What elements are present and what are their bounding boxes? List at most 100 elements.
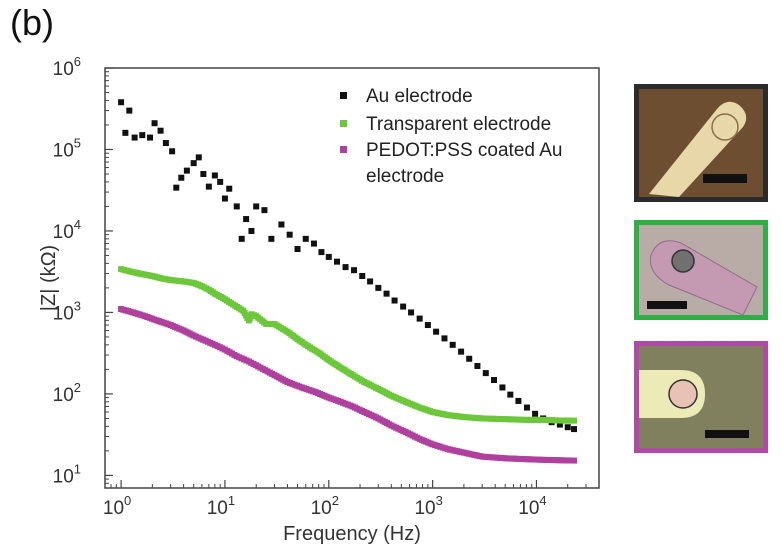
data-point [441, 335, 448, 342]
au-electrode-photo [634, 84, 768, 202]
series-1 [118, 266, 578, 424]
data-point [367, 278, 374, 285]
data-point [173, 184, 180, 191]
series-layer [118, 99, 578, 464]
data-point [433, 328, 440, 335]
au-electrode-micrograph-icon [639, 89, 763, 197]
y-tick-base: 10 [53, 466, 74, 487]
legend-label: Transparent electrode [366, 114, 551, 135]
y-axis-title: |Z| (kΩ) [38, 245, 60, 311]
plot-frame [104, 67, 600, 489]
x-tick-base: 10 [311, 498, 332, 519]
y-tick-base: 10 [53, 59, 74, 80]
data-point [205, 183, 212, 190]
data-point [342, 264, 349, 271]
data-point [351, 267, 358, 274]
data-point [458, 348, 465, 355]
data-point [424, 322, 431, 329]
data-point [253, 203, 260, 210]
data-point [178, 174, 185, 181]
y-tick-base: 10 [53, 385, 74, 406]
x-tick-label: 102 [311, 493, 339, 519]
data-point [183, 167, 190, 174]
series-2 [118, 306, 578, 464]
data-point [491, 377, 498, 384]
data-point [515, 397, 522, 404]
y-tick-exponent: 1 [74, 461, 81, 476]
legend-marker [340, 146, 347, 153]
y-tick-base: 10 [53, 303, 74, 324]
x-tick-exponent: 1 [228, 493, 235, 508]
data-point [118, 99, 125, 106]
data-point [532, 410, 539, 417]
data-point [221, 195, 228, 202]
data-point [416, 315, 423, 322]
data-point [564, 424, 571, 431]
x-tick-label: 101 [207, 493, 235, 519]
data-point [211, 172, 218, 179]
data-point [383, 290, 390, 297]
data-point [556, 421, 563, 428]
data-point [243, 216, 250, 223]
data-point [278, 221, 285, 228]
y-tick-exponent: 2 [74, 380, 81, 395]
data-point [507, 391, 514, 398]
data-point [375, 284, 382, 291]
data-point [391, 297, 398, 304]
x-tick-exponent: 2 [332, 493, 339, 508]
data-point [571, 426, 578, 433]
x-tick-base: 10 [518, 498, 539, 519]
data-point [571, 417, 578, 424]
data-point [248, 227, 255, 234]
x-tick-label: 103 [414, 493, 442, 519]
data-point [325, 253, 332, 260]
y-tick-label: 101 [53, 461, 81, 487]
panel-label: (b) [10, 2, 54, 43]
legend: Au electrode Transparent electrode PEDOT:P… [340, 86, 562, 187]
data-point [268, 235, 275, 242]
y-tick-label: 106 [53, 54, 81, 80]
x-axis-title: Frequency (Hz) [283, 523, 421, 545]
data-point [359, 272, 366, 279]
y-tick-exponent: 5 [74, 135, 81, 150]
y-tick-label: 103 [53, 298, 81, 324]
y-tick-label: 102 [53, 380, 81, 406]
data-point [482, 370, 489, 377]
legend-marker [340, 92, 347, 99]
axis-ticks [104, 67, 600, 489]
data-point [217, 178, 224, 185]
data-point [310, 240, 317, 247]
legend-label: electrode [366, 166, 444, 187]
x-tick-base: 10 [414, 498, 435, 519]
data-point [261, 207, 268, 214]
transparent-electrode-micrograph-icon [639, 225, 763, 315]
y-tick-exponent: 6 [74, 54, 81, 69]
x-tick-exponent: 3 [436, 493, 443, 508]
data-point [200, 171, 207, 178]
transparent-electrode-photo [634, 220, 768, 320]
data-point [169, 148, 176, 155]
data-point [147, 134, 154, 141]
y-tick-base: 10 [53, 140, 74, 161]
pedot-electrode-photo [634, 341, 768, 453]
x-tick-labels: 100 101 102 103 104 [103, 493, 547, 519]
legend-marker [340, 120, 347, 127]
data-point [408, 309, 415, 316]
data-point [449, 341, 456, 348]
data-point [122, 129, 129, 136]
x-tick-label: 100 [103, 493, 131, 519]
data-point [139, 132, 146, 139]
data-point [400, 303, 407, 310]
data-point [190, 160, 197, 167]
y-tick-exponent: 4 [74, 217, 81, 232]
x-tick-base: 10 [103, 498, 124, 519]
data-point [302, 235, 309, 242]
x-tick-exponent: 4 [539, 493, 546, 508]
y-tick-exponent: 3 [74, 298, 81, 313]
data-point [334, 258, 341, 265]
data-point [151, 120, 158, 127]
data-point [474, 363, 481, 370]
data-point [233, 203, 240, 210]
